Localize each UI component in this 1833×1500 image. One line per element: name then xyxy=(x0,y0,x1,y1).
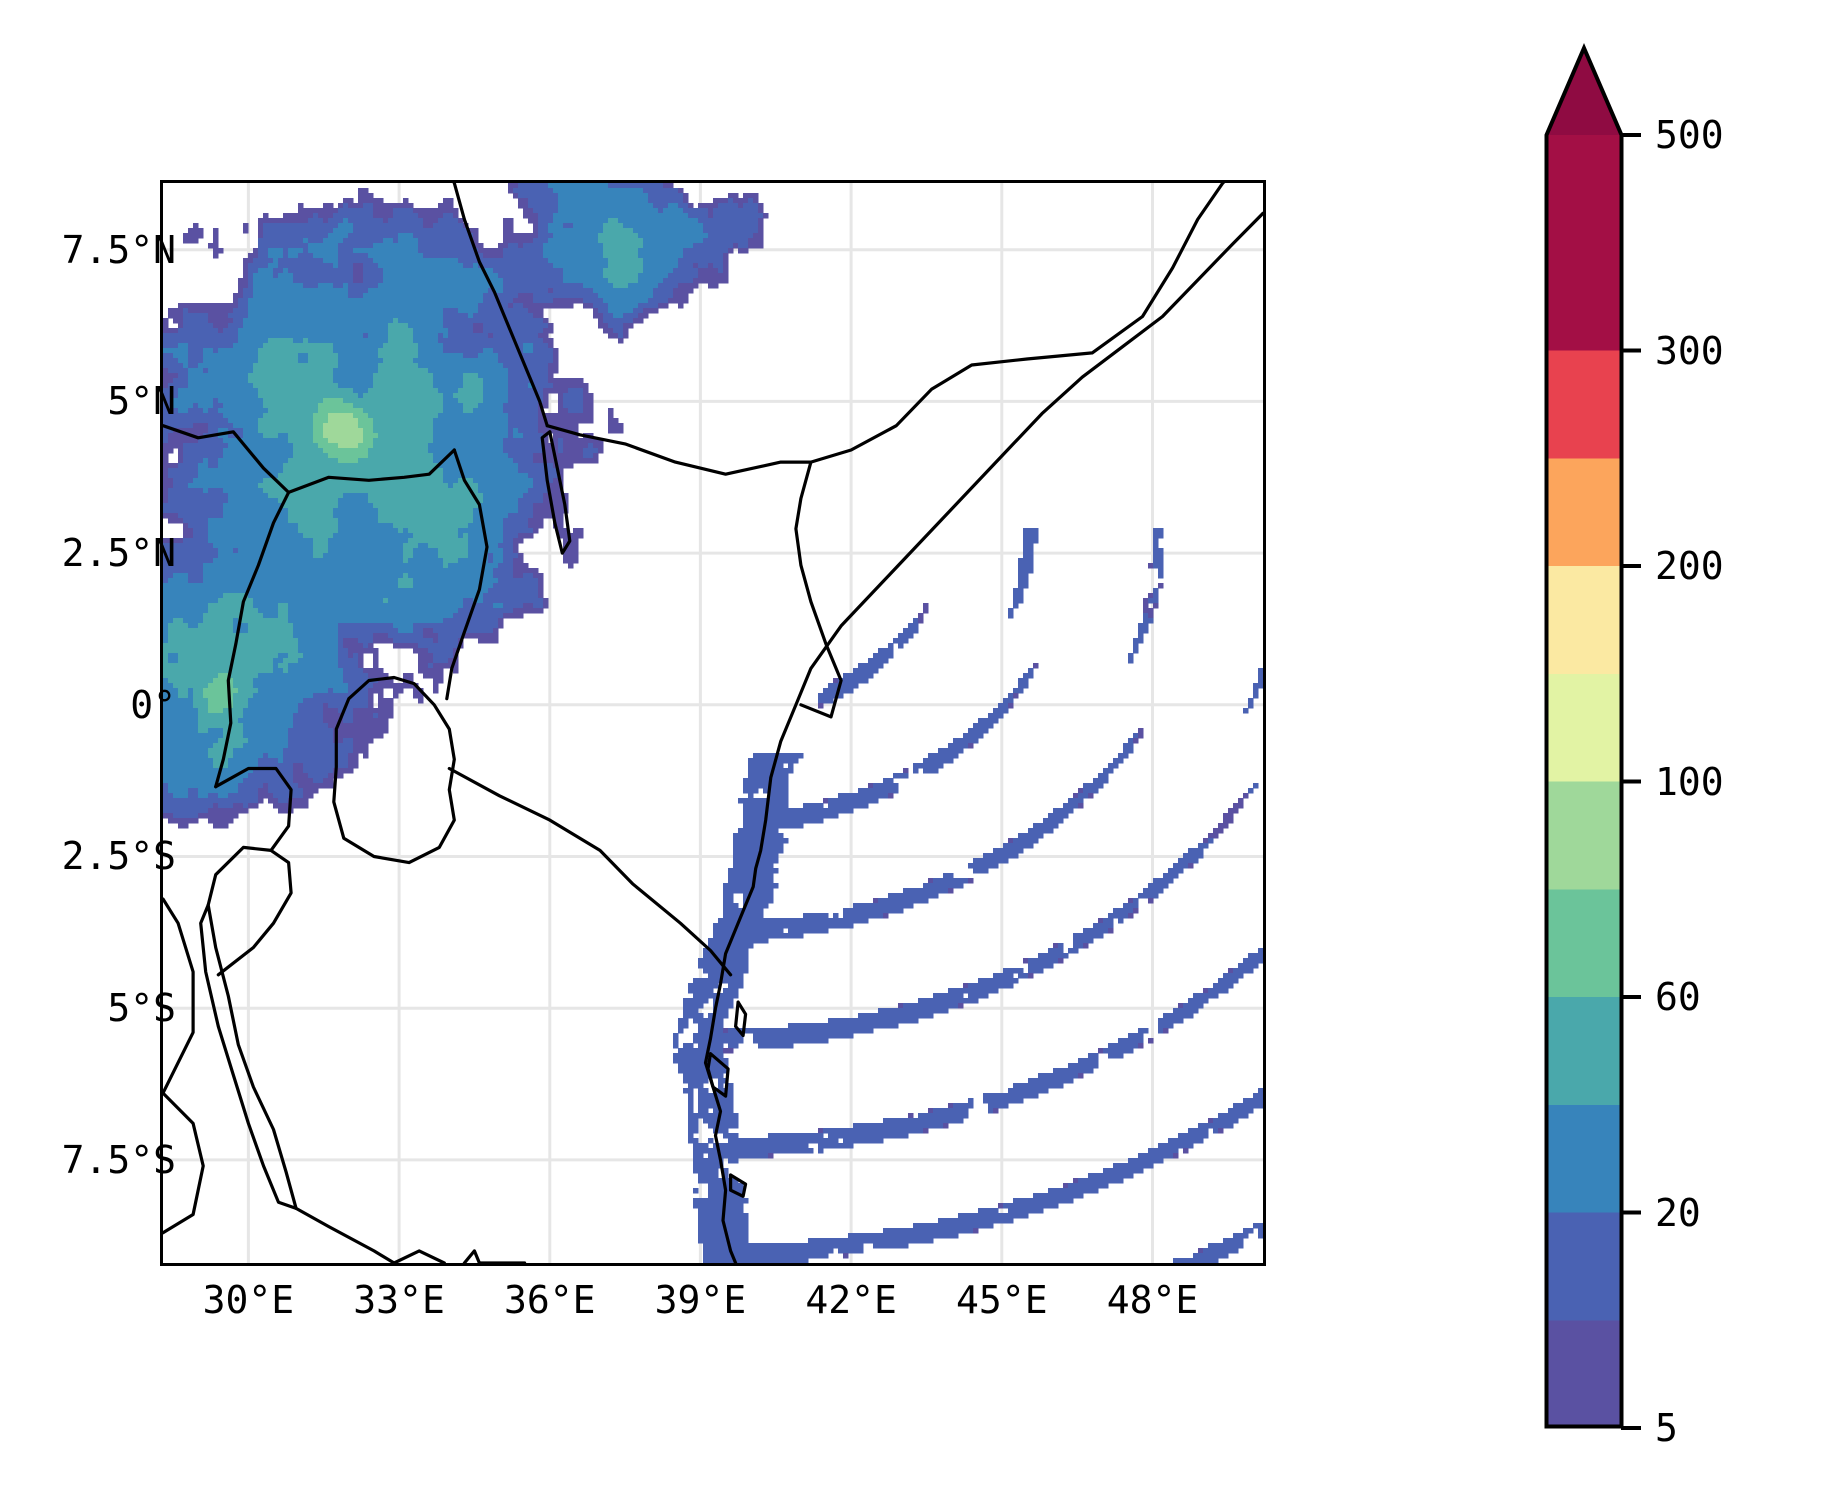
xtick-label-1: 33°E xyxy=(353,1278,445,1322)
map-axes[interactable] xyxy=(160,180,1266,1266)
colorbar-tick-300: 300 xyxy=(1655,328,1724,373)
ytick-label-0: 7.5°N xyxy=(61,227,176,272)
xtick-label-3: 39°E xyxy=(654,1278,747,1322)
colorbar-tick-20: 20 xyxy=(1655,1190,1701,1235)
xtick-label-2: 36°E xyxy=(503,1278,596,1322)
xtick-label-6: 48°E xyxy=(1106,1278,1199,1322)
rainfall-field xyxy=(163,183,1263,1263)
colorbar-tick-5: 5 xyxy=(1655,1406,1678,1450)
colorbar-body xyxy=(1544,42,1641,1430)
ytick-label-1: 5°N xyxy=(107,379,176,424)
colorbar[interactable] xyxy=(1544,42,1641,1430)
coastlines-and-borders xyxy=(163,183,1263,1263)
ytick-label-3: 0° xyxy=(130,682,176,727)
xtick-label-0: 30°E xyxy=(202,1278,295,1322)
colorbar-tick-200: 200 xyxy=(1655,544,1724,588)
xtick-label-5: 45°E xyxy=(956,1278,1048,1322)
ytick-label-5: 5°S xyxy=(107,986,176,1031)
ytick-label-4: 2.5°S xyxy=(61,834,176,879)
xtick-label-4: 42°E xyxy=(805,1278,897,1322)
colorbar-tick-100: 100 xyxy=(1655,759,1724,804)
ytick-label-2: 2.5°N xyxy=(61,531,176,576)
colorbar-tick-500: 500 xyxy=(1655,113,1724,157)
ytick-label-6: 7.5°S xyxy=(61,1137,176,1182)
map-plot-area xyxy=(163,183,1263,1263)
colorbar-tick-60: 60 xyxy=(1655,975,1701,1019)
